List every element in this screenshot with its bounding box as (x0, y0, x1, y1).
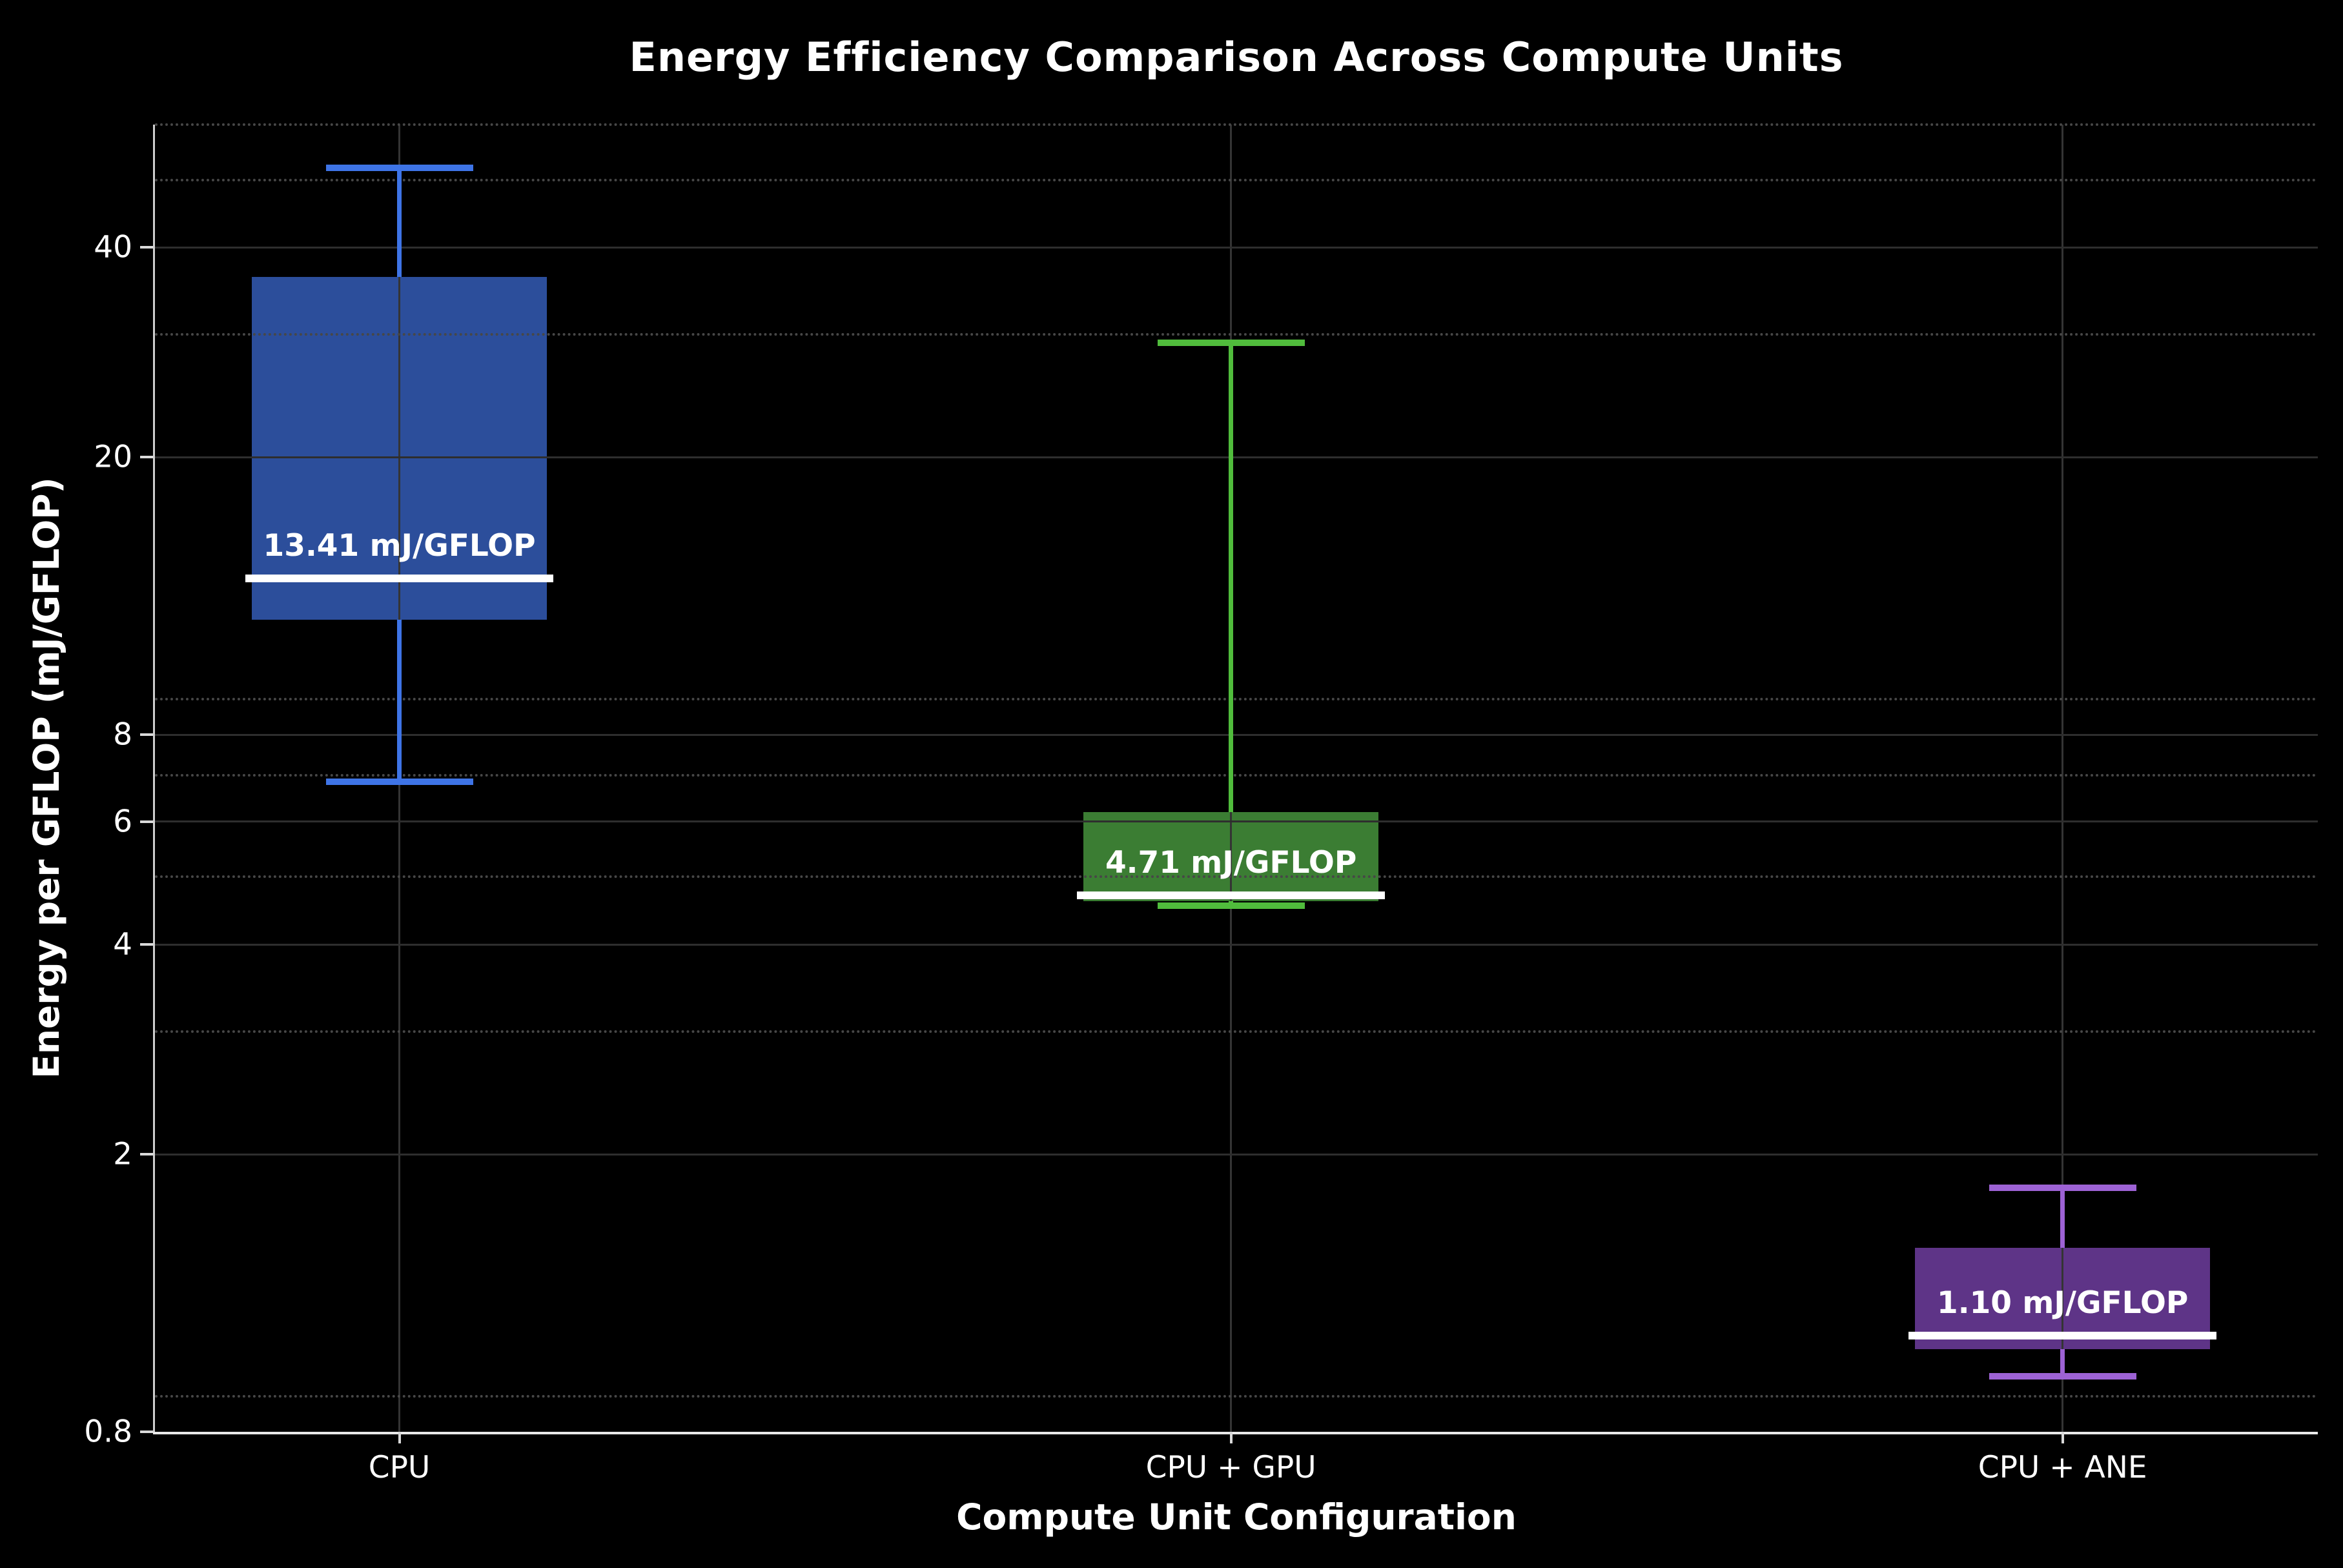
x-axis-spine (153, 1432, 2318, 1434)
median-line-cpu (245, 574, 554, 582)
median-label-cpu-gpu: 4.71 mJ/GFLOP (1105, 844, 1357, 881)
y-gridline-minor (155, 1030, 2318, 1033)
y-gridline-minor (155, 875, 2318, 879)
x-tick-label-cpu-ane: CPU + ANE (1978, 1450, 2147, 1485)
whisker-cap-lower-cpu-ane (1989, 1373, 2136, 1380)
x-tick-mark (2061, 1432, 2064, 1443)
y-tick-mark (140, 1431, 153, 1433)
median-label-cpu-ane: 1.10 mJ/GFLOP (1937, 1285, 2189, 1321)
y-tick-label: 0.8 (84, 1414, 132, 1450)
median-line-cpu-gpu (1077, 891, 1386, 899)
y-tick-mark (140, 820, 153, 823)
y-gridline-minor (155, 178, 2318, 181)
whisker-cap-lower-cpu-gpu (1157, 902, 1305, 909)
y-tick-label: 8 (113, 717, 132, 753)
x-tick-mark (398, 1432, 401, 1443)
y-tick-label: 2 (113, 1136, 132, 1172)
y-tick-label: 20 (94, 439, 132, 475)
x-tick-mark (1229, 1432, 1233, 1443)
whisker-cap-upper-cpu-gpu (1157, 339, 1305, 346)
whisker-lower-cpu-ane (2060, 1349, 2065, 1377)
y-tick-mark (140, 1153, 153, 1156)
y-gridline-major (155, 456, 2318, 458)
y-tick-mark (140, 733, 153, 737)
y-tick-mark (140, 246, 153, 249)
y-gridline-minor (155, 773, 2318, 777)
whisker-upper-cpu (397, 168, 402, 277)
whisker-lower-cpu (397, 619, 402, 782)
whisker-upper-cpu-gpu (1229, 342, 1234, 812)
y-gridline-minor (155, 333, 2318, 336)
y-axis-title-text: Energy per GFLOP (mJ/GFLOP) (26, 477, 67, 1079)
whisker-cap-upper-cpu (325, 165, 473, 172)
y-gridline-minor (155, 123, 2318, 126)
whisker-cap-lower-cpu (325, 778, 473, 785)
x-axis-title: Compute Unit Configuration (956, 1496, 1517, 1538)
y-tick-mark (140, 943, 153, 946)
y-tick-label: 4 (113, 926, 132, 962)
whisker-cap-upper-cpu-ane (1989, 1185, 2136, 1192)
x-tick-label-cpu-gpu: CPU + GPU (1145, 1450, 1316, 1485)
x-gridline (2062, 125, 2064, 1432)
median-label-cpu: 13.41 mJ/GFLOP (263, 527, 536, 564)
y-gridline-minor (155, 697, 2318, 700)
y-axis-spine (153, 125, 155, 1432)
whisker-upper-cpu-ane (2060, 1188, 2065, 1248)
y-gridline-major (155, 1153, 2318, 1156)
y-gridline-major (155, 246, 2318, 249)
plot-area: 13.41 mJ/GFLOP 4.71 mJ/GFLOP 1.10 mJ/GFLOP (140, 123, 2318, 1443)
y-tick-mark (140, 456, 153, 459)
y-gridline-major (155, 820, 2318, 823)
y-tick-label: 6 (113, 804, 132, 840)
y-gridline-major (155, 943, 2318, 946)
y-gridline-major (155, 733, 2318, 736)
y-tick-label: 40 (94, 229, 132, 265)
x-tick-label-cpu: CPU (368, 1450, 431, 1485)
median-line-cpu-ane (1908, 1331, 2217, 1339)
y-gridline-minor (155, 1394, 2318, 1398)
chart-title: Energy Efficiency Comparison Across Comp… (629, 34, 1844, 81)
